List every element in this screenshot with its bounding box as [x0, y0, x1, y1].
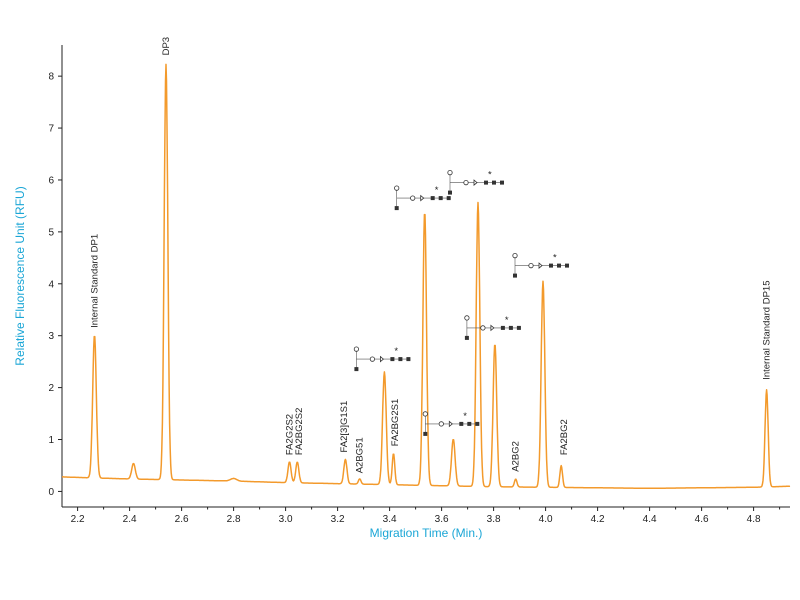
- glycan-structure-a2g2s1: *: [512, 253, 569, 278]
- glycan-structure-fa2g2s2: *: [394, 185, 451, 211]
- x-tick-label: 2.8: [227, 514, 241, 525]
- x-tick-label: 4.8: [747, 514, 761, 525]
- x-tick-label: 3.0: [279, 514, 293, 525]
- x-tick-label: 4.0: [539, 514, 553, 525]
- y-tick-label: 1: [48, 435, 54, 446]
- y-ticks: 0 1 2 3 4 5 6 7 8: [48, 72, 62, 498]
- y-tick-label: 7: [48, 124, 54, 135]
- x-tick-label: 4.2: [591, 514, 605, 525]
- svg-text:*: *: [553, 253, 557, 264]
- y-tick-label: 6: [48, 175, 54, 186]
- x-tick-label: 4.4: [643, 514, 657, 525]
- electropherogram-trace: [61, 63, 791, 490]
- x-ticks: 2.2 2.4 2.6 2.8 3.0 3.2 3.4 3.6 3.8 4.0 4.2 4.4 4.6 4…: [71, 507, 781, 525]
- x-tick-label: 2.2: [71, 514, 85, 525]
- x-tick-label: 4.6: [695, 514, 709, 525]
- glycan-structure-fa2bg2s2: *: [422, 411, 480, 436]
- x-tick-label: 2.6: [175, 514, 189, 525]
- peak-label: FA2BG2S1: [390, 399, 401, 447]
- y-axis-title: Relative Fluorescence Unit (RFU): [13, 186, 27, 365]
- svg-text:*: *: [435, 185, 439, 196]
- x-tick-label: 2.4: [123, 514, 137, 525]
- axes: [61, 45, 790, 508]
- peak-label: FA2BG2S2: [294, 408, 305, 456]
- peak-label: FA2BG2: [559, 419, 570, 455]
- svg-text:*: *: [488, 170, 492, 181]
- svg-text:*: *: [463, 411, 467, 422]
- y-tick-label: 2: [48, 383, 54, 394]
- x-tick-label: 3.2: [331, 514, 345, 525]
- y-tick-label: 0: [48, 487, 54, 498]
- y-tick-label: 8: [48, 72, 54, 83]
- svg-text:*: *: [394, 346, 398, 357]
- peak-label: Internal Standard DP1: [90, 234, 101, 328]
- x-tick-label: 3.6: [435, 514, 449, 525]
- peak-label: FA2[3]G1S1: [339, 401, 350, 453]
- glycan-structure-fa2g1s1: *: [464, 315, 521, 340]
- glycan-structure-fa2bg2s1: *: [353, 346, 411, 372]
- x-axis-title: Migration Time (Min.): [370, 526, 483, 540]
- glycan-structure-fa2g2s1: *: [447, 170, 504, 195]
- y-tick-label: 5: [48, 227, 54, 238]
- peak-label: A2BG2: [511, 441, 522, 472]
- peak-label: A2BG51: [355, 437, 366, 473]
- x-tick-label: 3.8: [487, 514, 501, 525]
- y-tick-label: 3: [48, 331, 54, 342]
- svg-text:*: *: [505, 315, 509, 326]
- peak-label: FA2G2S2: [285, 414, 296, 455]
- glycan-structures: * * * * * *: [353, 170, 569, 436]
- x-tick-label: 3.4: [383, 514, 397, 525]
- y-tick-label: 4: [48, 279, 54, 290]
- peak-label: DP3: [161, 37, 172, 55]
- peak-label: Internal Standard DP15: [762, 281, 773, 380]
